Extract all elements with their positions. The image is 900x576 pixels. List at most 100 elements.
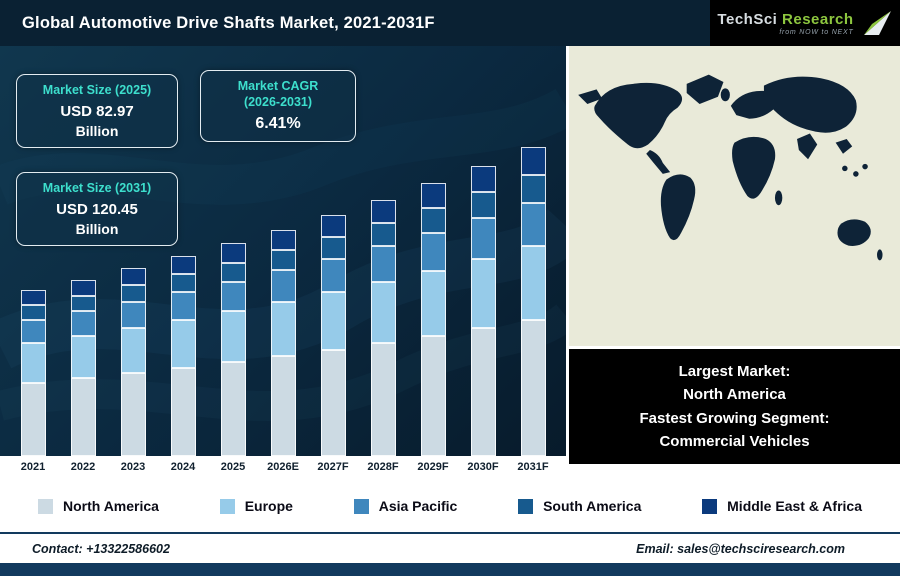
legend-swatch: [702, 498, 718, 514]
highlight-box: Largest Market: North America Fastest Gr…: [569, 349, 900, 464]
x-axis-label: 2022: [70, 461, 96, 473]
bar-segment: [420, 336, 446, 456]
x-axis-label: 2028F: [367, 461, 399, 473]
stat-label: Market CAGR: [237, 79, 319, 93]
world-map-image: [569, 58, 900, 334]
stat-value: 6.41%: [255, 115, 301, 133]
bar-stack: [70, 46, 96, 456]
bar-segment: [520, 147, 546, 176]
bar-segment: [70, 336, 96, 379]
legend-swatch: [353, 498, 369, 514]
stat-label: Market Size (2031): [42, 181, 152, 195]
main-area: Market Size (2025) USD 82.97 Billion Mar…: [0, 46, 900, 480]
bottom-bar: [0, 563, 900, 576]
stat-label: Market Size (2025): [42, 83, 152, 97]
chart-legend: North America Europe Asia Pacific South Ame…: [0, 480, 900, 532]
bar-segment: [20, 320, 46, 344]
legend-label: Asia Pacific: [378, 498, 458, 514]
footer-contact-row: Contact: +13322586602 Email: sales@techs…: [0, 532, 900, 563]
bar-column: [8, 46, 58, 456]
bar-column: [508, 46, 558, 456]
legend-swatch: [38, 498, 53, 514]
page-title: Global Automotive Drive Shafts Market, 2…: [22, 13, 435, 32]
bar-stack: [370, 46, 396, 456]
stat-value: USD 82.97: [60, 102, 134, 120]
x-axis-label: 2024: [170, 461, 196, 473]
bar-segment: [120, 328, 146, 374]
logo-tagline: from NOW to NEXT: [779, 28, 854, 36]
bar-segment: [170, 368, 196, 456]
contact-phone: Contact: +13322586602: [32, 541, 170, 556]
bar-segment: [70, 279, 96, 296]
bar-stack: [220, 46, 246, 456]
header: Global Automotive Drive Shafts Market, 2…: [0, 0, 900, 46]
bar-segment: [70, 295, 96, 312]
bar-plot: [0, 46, 566, 456]
logo-brand-primary: TechSci: [717, 10, 778, 28]
bar-segment: [220, 362, 246, 456]
bar-segment: [20, 305, 46, 321]
bar-segment: [120, 373, 146, 456]
bar-segment: [120, 302, 146, 329]
bar-column: [408, 46, 458, 456]
x-axis-label: 2031F: [517, 461, 549, 473]
legend-label: North America: [63, 498, 159, 514]
bar-segment: [520, 320, 546, 456]
bar-segment: [320, 215, 346, 237]
bar-segment: [70, 311, 96, 337]
bar-column: [258, 46, 308, 456]
legend-item: South America: [518, 498, 641, 514]
world-map: [569, 46, 900, 346]
x-axis-label: 2026E: [267, 461, 299, 473]
bar-stack: [420, 46, 446, 456]
bar-segment: [420, 232, 446, 271]
legend-label: Middle East & Africa: [727, 498, 862, 514]
bar-stack: [320, 46, 346, 456]
bar-segment: [420, 270, 446, 337]
logo-brand: TechSci Research: [717, 11, 853, 28]
bar-segment: [170, 274, 196, 293]
stat-label: (2026-2031): [243, 94, 313, 109]
legend-swatch: [219, 498, 235, 514]
bar-segment: [370, 222, 396, 246]
bar-stack: [520, 46, 546, 456]
logo-brand-secondary: Research: [782, 10, 854, 28]
bar-segment: [270, 250, 296, 271]
x-axis-label: 2025: [220, 461, 246, 473]
highlight-line: Largest Market:: [678, 363, 791, 380]
highlight-line: Fastest Growing Segment:: [639, 409, 830, 427]
bar-segment: [20, 290, 46, 306]
highlight-line: Commercial Vehicles: [659, 432, 810, 450]
legend-label: Europe: [244, 498, 293, 514]
bar-segment: [270, 270, 296, 303]
bar-segment: [370, 343, 396, 456]
x-axis: 2021 2022 2023 2024 2025 2026E 2027F 2028F 2029F…: [0, 456, 566, 480]
legend-item: Europe: [219, 498, 293, 514]
bar-segment: [220, 262, 246, 282]
bar-segment: [170, 256, 196, 275]
bar-segment: [520, 202, 546, 247]
right-column: Largest Market: North America Fastest Gr…: [566, 46, 900, 480]
bar-segment: [470, 165, 496, 193]
contact-email: Email: sales@techsciresearch.com: [636, 541, 845, 556]
bar-segment: [420, 208, 446, 233]
bar-segment: [120, 285, 146, 303]
bar-stack: [270, 46, 296, 456]
stat-market-size-2031: Market Size (2031) USD 120.45 Billion: [16, 172, 178, 246]
bar-column: [308, 46, 358, 456]
bar-stack: [170, 46, 196, 456]
bar-stack: [20, 46, 46, 456]
bar-segment: [20, 343, 46, 384]
bar-column: [458, 46, 508, 456]
bar-segment: [320, 350, 346, 456]
stat-unit: Billion: [75, 220, 119, 237]
x-axis-label: 2030F: [467, 461, 499, 473]
bar-segment: [470, 218, 496, 259]
bar-segment: [320, 258, 346, 293]
bar-stack: [120, 46, 146, 456]
bar-column: [358, 46, 408, 456]
bar-segment: [270, 229, 296, 251]
bar-column: [208, 46, 258, 456]
x-axis-label: 2027F: [317, 461, 349, 473]
logo-text-block: TechSci Research from NOW to NEXT: [717, 11, 853, 36]
